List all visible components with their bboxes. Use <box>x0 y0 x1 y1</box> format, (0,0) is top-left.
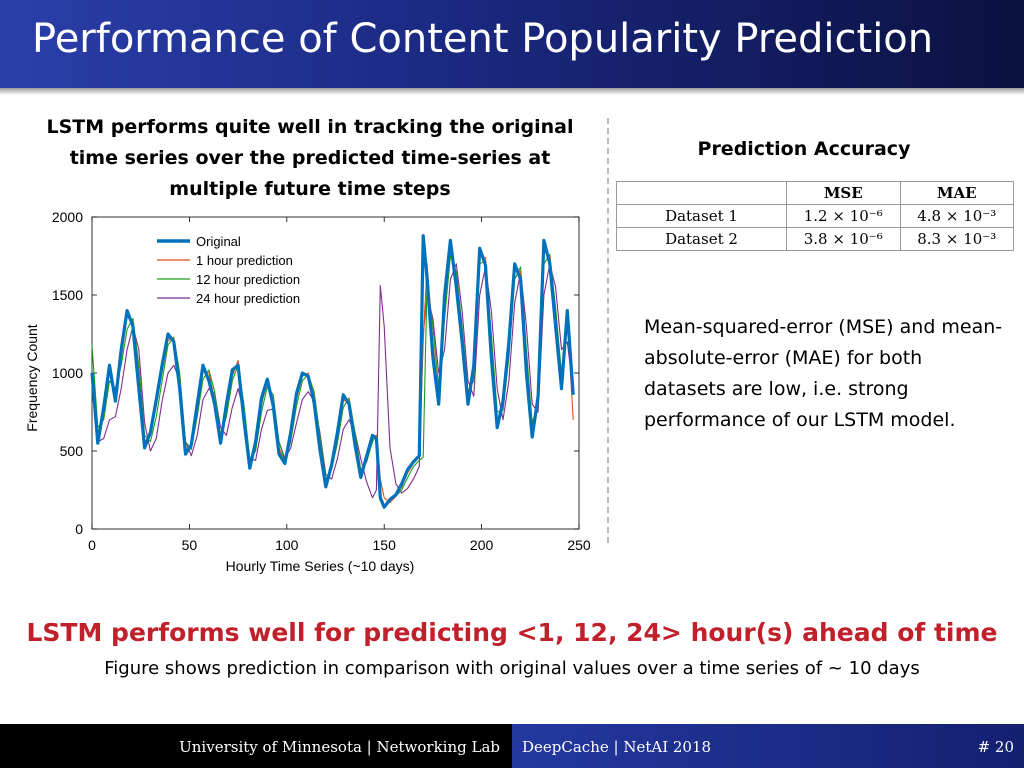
footer-affiliation: University of Minnesota | Networking Lab <box>179 738 500 756</box>
y-tick-label: 0 <box>75 521 83 537</box>
series-24h-line <box>91 263 574 499</box>
x-tick-label: 50 <box>182 537 198 553</box>
x-tick-label: 0 <box>88 537 96 553</box>
slide-number: # 20 <box>977 738 1014 756</box>
page-title: Performance of Content Popularity Predic… <box>32 16 934 62</box>
accuracy-description: Mean-squared-error (MSE) and mean-absolu… <box>644 316 1003 431</box>
row-label: Dataset 1 <box>616 204 787 228</box>
mae-value: 8.3 × 10⁻³ <box>899 227 1014 251</box>
accuracy-title: Prediction Accuracy <box>697 138 911 160</box>
x-tick-label: 150 <box>373 537 397 553</box>
series-lines <box>90 234 575 509</box>
mae-value: 4.8 × 10⁻³ <box>899 204 1014 228</box>
y-tick-labels: 0 500 1000 1500 2000 <box>52 209 83 537</box>
legend-label-original: Original <box>196 234 241 249</box>
y-tick-label: 500 <box>60 443 84 459</box>
chart-legend: Original 1 hour prediction 12 hour predi… <box>157 234 300 306</box>
series-original-line <box>90 234 575 509</box>
title-shadow <box>0 88 1024 95</box>
title-bar <box>0 0 1024 88</box>
y-tick-label: 1500 <box>52 287 83 303</box>
x-tick-label: 250 <box>567 537 591 553</box>
legend-label-24h: 24 hour prediction <box>196 291 300 306</box>
table-header-mae: MAE <box>899 181 1014 205</box>
line-chart: 0 50 100 150 200 250 0 500 1000 1500 2000 Hourly … <box>24 209 591 574</box>
footer-bar: University of Minnesota | Networking Lab… <box>0 724 1024 768</box>
footer-right: DeepCache | NetAI 2018 # 20 <box>512 724 1024 768</box>
accuracy-table: MSE MAE Dataset 1 1.2 × 10⁻⁶ 4.8 × 10⁻³ … <box>616 181 1014 251</box>
footer-conference: DeepCache | NetAI 2018 <box>522 738 712 756</box>
row-label: Dataset 2 <box>616 227 787 251</box>
mse-value: 3.8 × 10⁻⁶ <box>786 227 901 251</box>
table-corner-cell <box>616 181 787 205</box>
footer-left: University of Minnesota | Networking Lab <box>0 724 512 768</box>
mse-value: 1.2 × 10⁻⁶ <box>786 204 901 228</box>
headline: LSTM performs well for predicting <1, 12… <box>26 618 998 647</box>
table-header-mse: MSE <box>786 181 901 205</box>
chart-caption: LSTM performs quite well in tracking the… <box>46 116 574 200</box>
table-row: Dataset 2 3.8 × 10⁻⁶ 8.3 × 10⁻³ <box>616 227 1014 251</box>
section-divider <box>607 118 609 543</box>
legend-label-1h: 1 hour prediction <box>196 253 293 268</box>
y-tick-label: 1000 <box>52 365 83 381</box>
x-tick-label: 100 <box>275 537 299 553</box>
x-axis-label: Hourly Time Series (~10 days) <box>226 558 415 574</box>
x-tick-labels: 0 50 100 150 200 250 <box>88 537 591 553</box>
series-12h-line <box>91 253 574 507</box>
table-header-row: MSE MAE <box>616 181 1014 205</box>
x-tick-label: 200 <box>470 537 494 553</box>
legend-label-12h: 12 hour prediction <box>196 272 300 287</box>
table-row: Dataset 1 1.2 × 10⁻⁶ 4.8 × 10⁻³ <box>616 204 1014 228</box>
y-axis-label: Frequency Count <box>24 324 40 432</box>
subheadline: Figure shows prediction in comparison wi… <box>104 658 920 679</box>
y-tick-label: 2000 <box>52 209 83 225</box>
